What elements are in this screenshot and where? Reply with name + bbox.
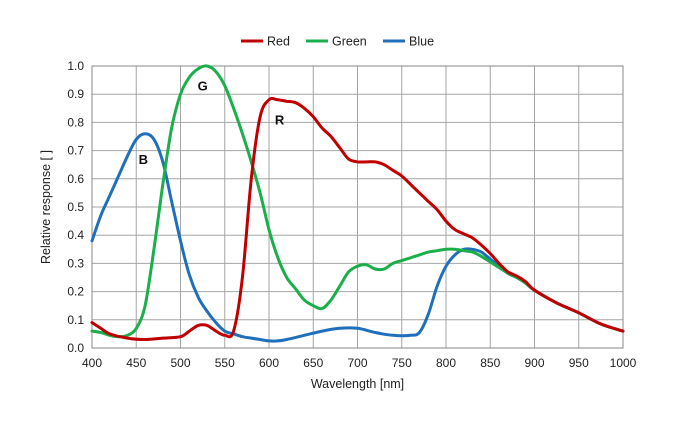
legend-label: Green (332, 35, 367, 49)
x-tick-label: 700 (347, 356, 367, 370)
x-tick-label: 1000 (610, 356, 637, 370)
y-tick-label: 0.0 (67, 341, 84, 355)
y-tick-label: 0.9 (67, 87, 84, 101)
chart-legend: Red Green Blue (241, 35, 434, 49)
y-tick-label: 0.6 (67, 172, 84, 186)
x-tick-label: 600 (259, 356, 279, 370)
y-tick-label: 0.7 (67, 144, 84, 158)
curve-label-r: R (275, 113, 285, 128)
x-tick-label: 500 (170, 356, 190, 370)
x-tick-label: 650 (303, 356, 323, 370)
series-line-red (90, 97, 625, 341)
x-tick-label: 950 (569, 356, 589, 370)
y-axis-title: Relative response [ ] (39, 150, 53, 264)
curve-label-b: B (139, 152, 148, 167)
legend-label: Red (267, 35, 290, 49)
x-tick-label: 850 (480, 356, 500, 370)
y-tick-label: 0.8 (67, 115, 84, 129)
y-tick-label: 0.5 (67, 200, 84, 214)
x-tick-label: 800 (436, 356, 456, 370)
x-tick-label: 900 (524, 356, 544, 370)
curve-label-g: G (198, 79, 208, 94)
y-axis-ticks: 0.0 0.1 0.2 0.3 0.4 0.5 0.6 0.7 0.8 0.9 1.0 (67, 59, 84, 355)
x-axis-title: Wavelength [nm] (311, 377, 404, 391)
y-tick-label: 0.1 (67, 313, 84, 327)
y-tick-label: 0.3 (67, 256, 84, 270)
y-tick-label: 1.0 (67, 59, 84, 73)
legend-item-red: Red (241, 35, 290, 49)
x-tick-label: 550 (215, 356, 235, 370)
legend-item-green: Green (306, 35, 367, 49)
plot-area-frame (91, 65, 624, 349)
y-tick-label: 0.4 (67, 228, 84, 242)
legend-label: Blue (409, 35, 434, 49)
curve-annotations: R G B (139, 79, 285, 167)
legend-item-blue: Blue (383, 35, 434, 49)
series-line-green (90, 64, 625, 339)
x-tick-label: 400 (82, 356, 102, 370)
x-tick-label: 450 (126, 356, 146, 370)
x-tick-label: 750 (392, 356, 412, 370)
x-axis-ticks: 400 450 500 550 600 650 700 750 800 850 900 950 1000 (82, 356, 637, 370)
series-layer (90, 64, 625, 343)
y-tick-label: 0.2 (67, 285, 84, 299)
